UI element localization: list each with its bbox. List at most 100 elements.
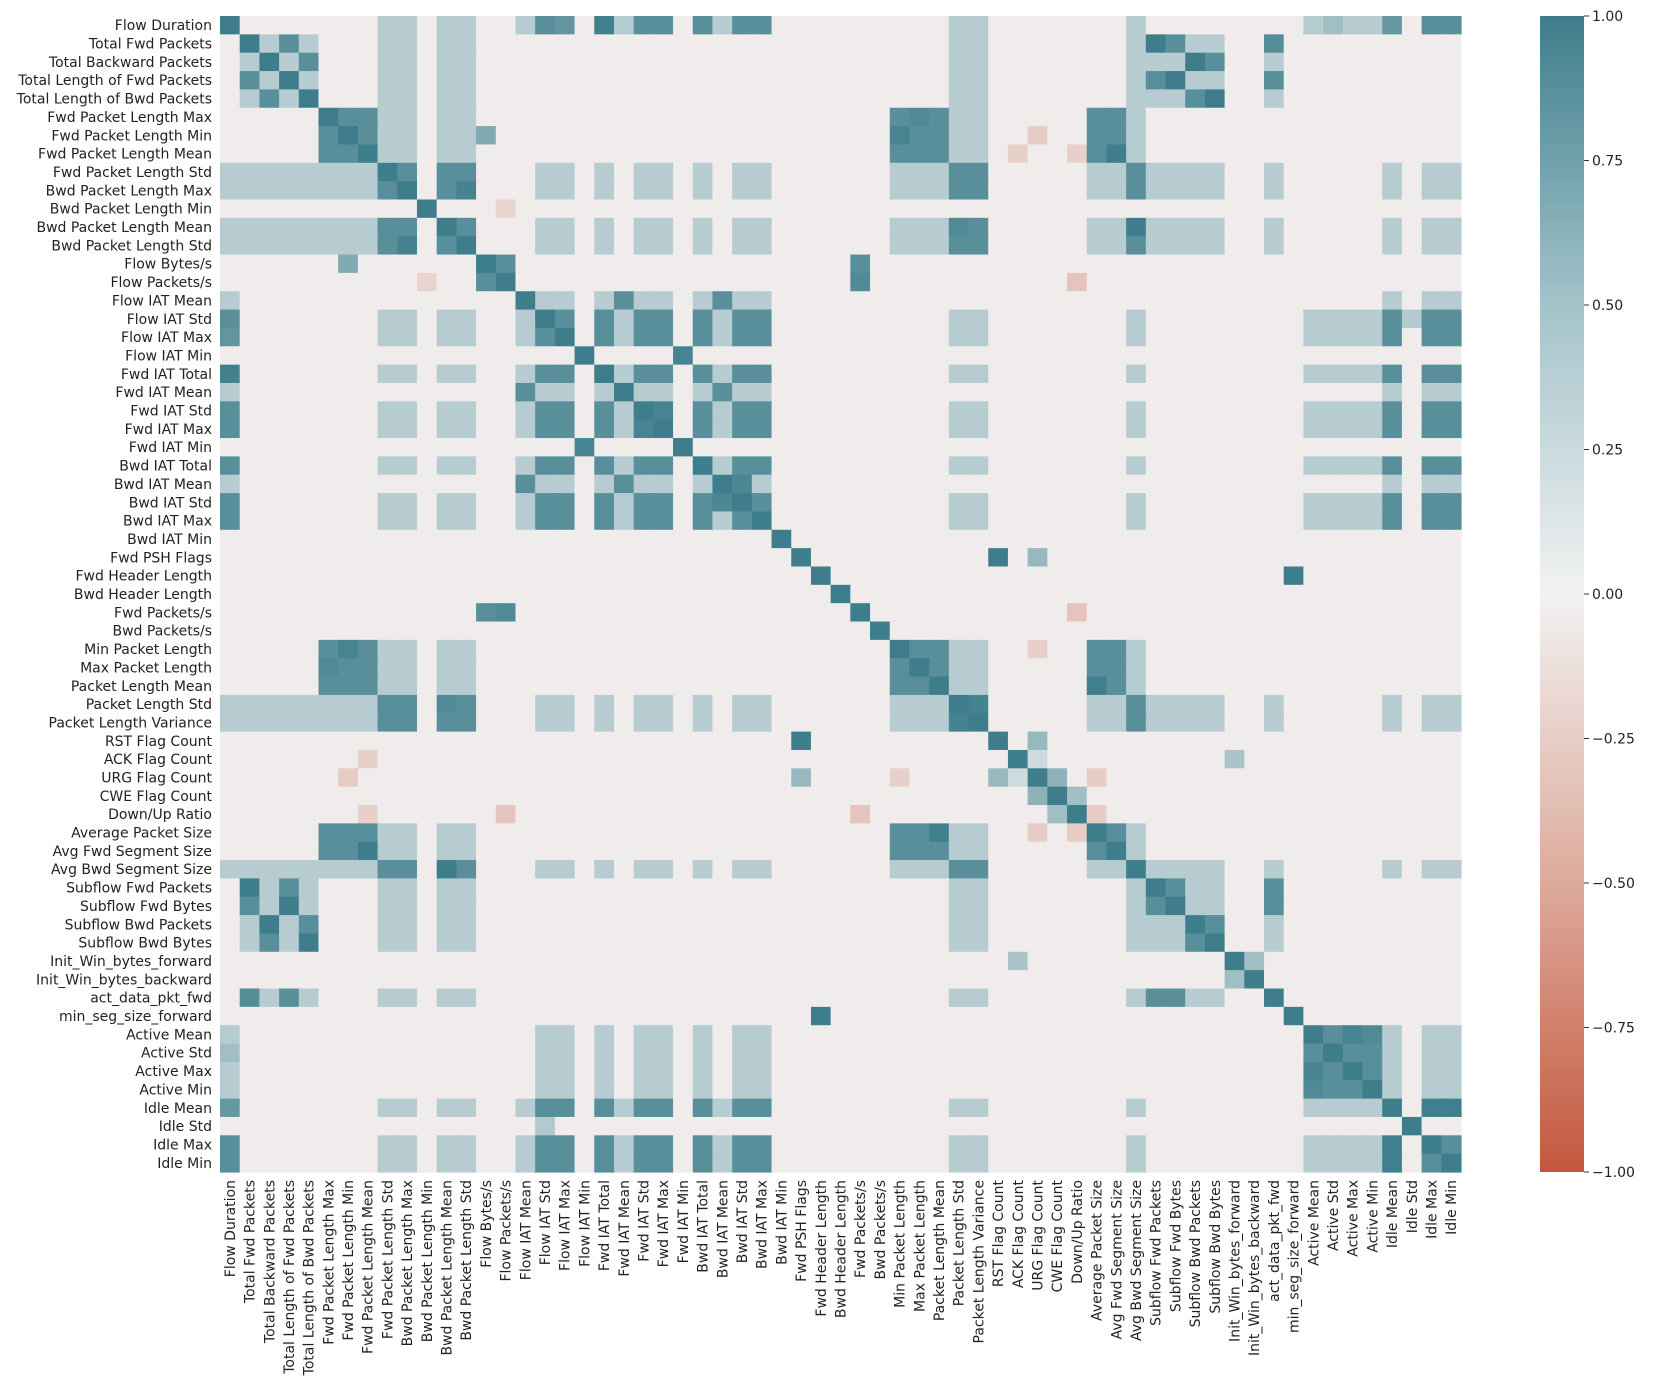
- heatmap-cell: [909, 272, 930, 292]
- heatmap-cell: [988, 309, 1009, 329]
- heatmap-cell: [1362, 254, 1383, 274]
- heatmap-cell: [594, 1080, 615, 1100]
- heatmap-cell: [338, 16, 359, 35]
- heatmap-cell: [1106, 676, 1127, 696]
- heatmap-cell: [239, 713, 260, 733]
- heatmap-cell: [1047, 933, 1068, 953]
- heatmap-cell: [1244, 933, 1265, 953]
- heatmap-cell: [476, 731, 497, 751]
- heatmap-cell: [1204, 658, 1226, 678]
- heatmap-cell: [220, 1135, 241, 1155]
- heatmap-cell: [1421, 878, 1442, 898]
- heatmap-cell: [791, 1116, 812, 1136]
- heatmap-cell: [1342, 970, 1364, 990]
- heatmap-cell: [220, 878, 241, 898]
- heatmap-cell: [535, 749, 556, 769]
- heatmap-cell: [673, 382, 694, 402]
- heatmap-cell: [791, 419, 812, 439]
- heatmap-cell: [791, 548, 812, 568]
- heatmap-cell: [1401, 951, 1423, 971]
- heatmap-cell: [988, 89, 1009, 109]
- heatmap-cell: [1362, 382, 1383, 402]
- heatmap-cell: [1027, 346, 1048, 366]
- heatmap-cell: [909, 309, 930, 329]
- heatmap-cell: [239, 438, 260, 457]
- heatmap-cell: [1027, 878, 1048, 898]
- heatmap-cell: [495, 382, 517, 402]
- heatmap-cell: [791, 933, 812, 953]
- heatmap-cell: [1323, 511, 1344, 531]
- heatmap-cell: [870, 584, 891, 604]
- heatmap-cell: [1303, 566, 1324, 586]
- heatmap-cell: [791, 364, 812, 384]
- heatmap-cell: [357, 548, 379, 568]
- heatmap-cell: [1401, 419, 1423, 439]
- heatmap-cell: [1145, 1098, 1167, 1118]
- heatmap-cell: [1362, 1006, 1383, 1026]
- heatmap-cell: [1027, 548, 1048, 568]
- heatmap-cell: [515, 199, 536, 219]
- x-tick-label: Flow IAT Max: [558, 1180, 574, 1271]
- heatmap-cell: [929, 1135, 950, 1155]
- heatmap-cell: [751, 805, 773, 824]
- heatmap-cell: [554, 731, 576, 751]
- heatmap-cell: [495, 217, 517, 237]
- heatmap-cell: [1244, 1061, 1265, 1081]
- heatmap-cell: [1303, 236, 1324, 256]
- heatmap-cell: [357, 199, 379, 219]
- heatmap-cell: [1421, 199, 1442, 219]
- heatmap-cell: [810, 401, 832, 421]
- heatmap-cell: [1362, 327, 1383, 347]
- heatmap-cell: [1303, 401, 1324, 421]
- heatmap-cell: [318, 988, 339, 1008]
- heatmap-cell: [712, 749, 733, 769]
- heatmap-cell: [830, 786, 851, 806]
- heatmap-cell: [574, 1080, 595, 1100]
- heatmap-cell: [1067, 327, 1088, 347]
- heatmap-cell: [1106, 327, 1127, 347]
- heatmap-cell: [673, 951, 694, 971]
- heatmap-cell: [298, 823, 320, 843]
- heatmap-cell: [574, 1135, 595, 1155]
- heatmap-cell: [1047, 1153, 1068, 1173]
- heatmap-cell: [889, 603, 911, 623]
- heatmap-cell: [1362, 236, 1383, 256]
- heatmap-cell: [1323, 970, 1344, 990]
- heatmap-cell: [870, 1080, 891, 1100]
- heatmap-cell: [988, 1080, 1009, 1100]
- heatmap-cell: [594, 951, 615, 971]
- heatmap-cell: [988, 107, 1009, 127]
- heatmap-cell: [1185, 1061, 1206, 1081]
- heatmap-cell: [1264, 162, 1285, 182]
- heatmap-cell: [732, 970, 753, 990]
- heatmap-cell: [1204, 1080, 1226, 1100]
- heatmap-cell: [1067, 16, 1088, 35]
- heatmap-cell: [909, 768, 930, 788]
- heatmap-cell: [653, 658, 674, 678]
- heatmap-cell: [732, 401, 753, 421]
- heatmap-cell: [1323, 199, 1344, 219]
- heatmap-cell: [338, 694, 359, 714]
- heatmap-cell: [1323, 951, 1344, 971]
- heatmap-cell: [653, 254, 674, 274]
- heatmap-cell: [1323, 860, 1344, 880]
- heatmap-cell: [1303, 933, 1324, 953]
- heatmap-cell: [732, 860, 753, 880]
- heatmap-cell: [1264, 1025, 1285, 1045]
- heatmap-cell: [1224, 217, 1245, 237]
- heatmap-cell: [771, 511, 792, 531]
- heatmap-cell: [1264, 1006, 1285, 1026]
- heatmap-cell: [712, 860, 733, 880]
- heatmap-cell: [1342, 621, 1364, 641]
- heatmap-cell: [751, 1098, 773, 1118]
- heatmap-cell: [673, 474, 694, 494]
- heatmap-cell: [889, 401, 911, 421]
- heatmap-cell: [1185, 236, 1206, 256]
- heatmap-cell: [239, 731, 260, 751]
- heatmap-cell: [909, 1061, 930, 1081]
- heatmap-cell: [1382, 291, 1403, 311]
- heatmap-cell: [1362, 419, 1383, 439]
- heatmap-cell: [948, 639, 970, 659]
- heatmap-cell: [357, 603, 379, 623]
- heatmap-cell: [338, 566, 359, 586]
